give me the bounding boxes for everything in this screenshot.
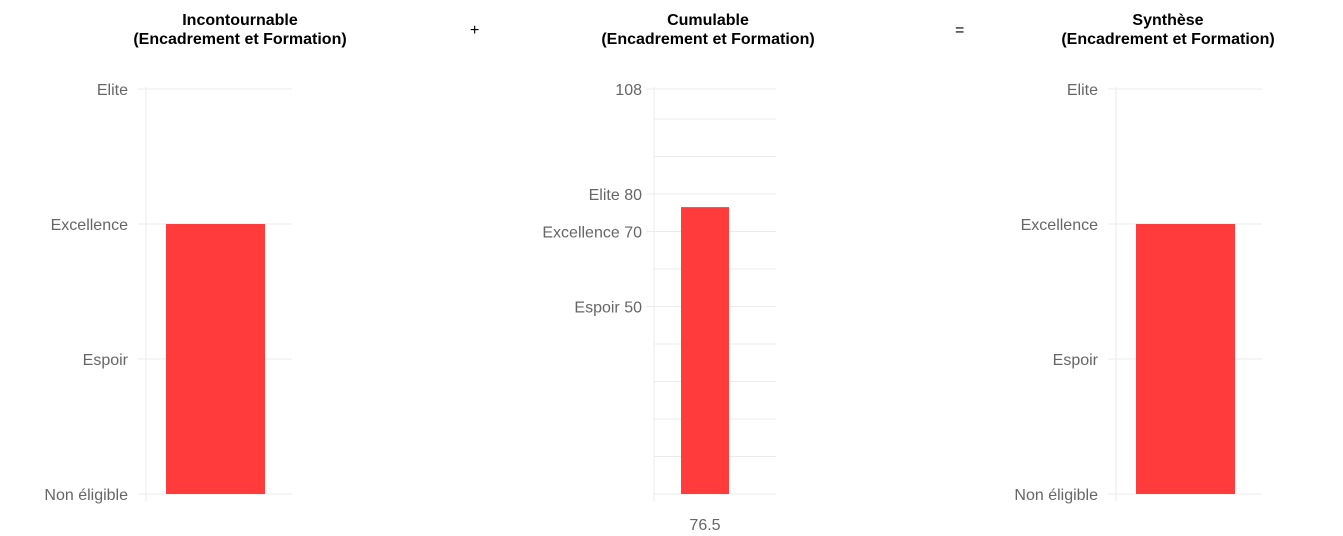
chart3-bar (1136, 224, 1235, 494)
chart1-title: Incontournable (Encadrement et Formation… (40, 11, 440, 49)
chart1-bar (166, 224, 265, 494)
chart1-y-tick-label: Non éligible (44, 487, 128, 504)
chart3-title: Synthèse (Encadrement et Formation) (993, 11, 1343, 49)
chart3-y-tick-label: Elite (1067, 82, 1098, 99)
chart2-title-line1: Cumulable (667, 12, 749, 29)
equals-operator: = (955, 22, 965, 39)
plus-operator: + (470, 22, 480, 39)
chart1-title-line2: (Encadrement et Formation) (133, 31, 347, 48)
chart2-y-tick-label: Espoir 50 (574, 300, 642, 317)
chart1-y-tick-label: Excellence (51, 217, 128, 234)
chart1-y-tick-label: Elite (97, 82, 128, 99)
chart2-x-tick-label: 76.5 (689, 517, 720, 534)
chart2-title: Cumulable (Encadrement et Formation) (508, 11, 908, 49)
chart2-y-tick-label: Elite 80 (589, 187, 642, 204)
chart3-y-tick-label: Excellence (1021, 217, 1098, 234)
chart3-title-line1: Synthèse (1132, 12, 1204, 29)
chart1-y-tick-label: Espoir (83, 352, 129, 369)
chart3-y-tick-label: Non éligible (1014, 487, 1098, 504)
chart3-y-tick-label: Espoir (1053, 352, 1099, 369)
chart2-bar (681, 207, 729, 494)
chart2-y-tick-label: Excellence 70 (542, 225, 642, 242)
chart2-title-line2: (Encadrement et Formation) (601, 31, 815, 48)
chart2-y-tick-label: 108 (615, 82, 642, 99)
chart1-title-line1: Incontournable (182, 12, 298, 29)
chart3-title-line2: (Encadrement et Formation) (1061, 31, 1275, 48)
